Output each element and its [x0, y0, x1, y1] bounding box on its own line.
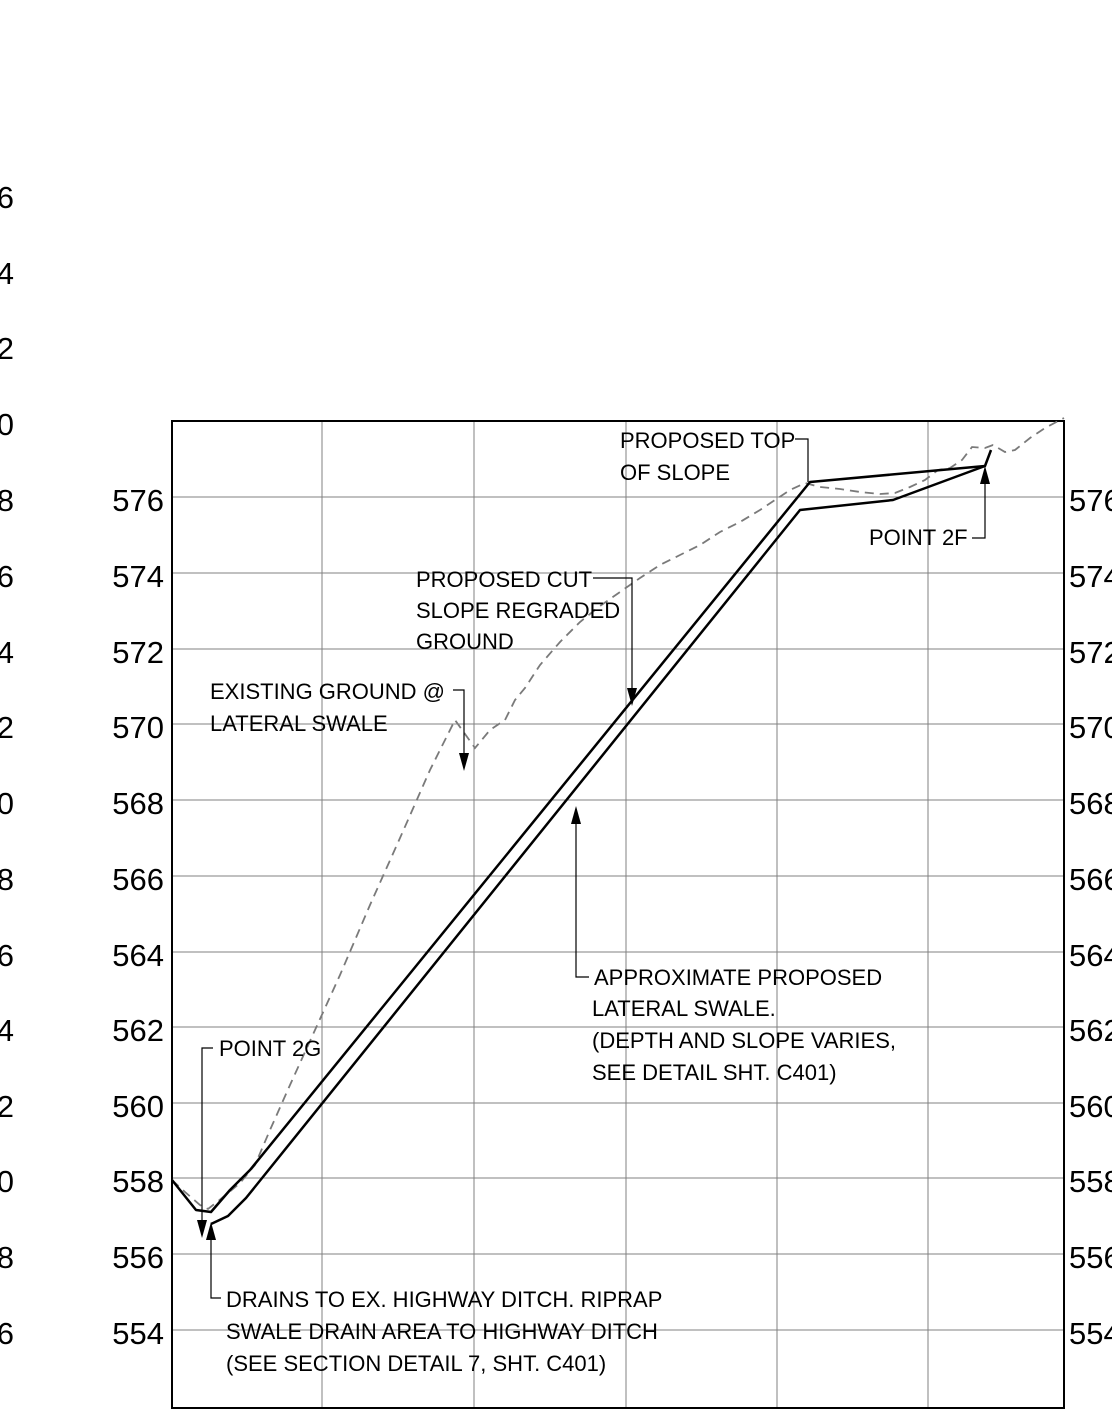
existing-ground-line: [171, 417, 1065, 1211]
edge-tick: 2: [0, 331, 14, 366]
proposed-swale-label-line2: LATERAL SWALE.: [592, 996, 776, 1021]
edge-tick: 8: [0, 483, 14, 518]
elevation-tick-left: 556: [112, 1240, 164, 1275]
elevation-tick-right: 556: [1069, 1240, 1112, 1275]
elevation-tick-left: 570: [112, 710, 164, 745]
elevation-tick-right: 566: [1069, 862, 1112, 897]
left-elevation-labels: 576 574 572 570 568 566 564 562 560 558 …: [112, 483, 164, 1351]
edge-tick: 0: [0, 1164, 14, 1199]
edge-tick: 4: [0, 1013, 14, 1048]
edge-tick: 6: [0, 180, 14, 215]
elevation-tick-right: 564: [1069, 938, 1112, 973]
drains-arrow: [206, 1222, 216, 1240]
point-2g-label: POINT 2G: [219, 1036, 321, 1061]
existing-ground-label-line2: LATERAL SWALE: [210, 711, 388, 736]
elevation-tick-left: 554: [112, 1316, 164, 1351]
edge-tick: 4: [0, 256, 14, 291]
elevation-tick-right: 560: [1069, 1089, 1112, 1124]
elevation-tick-right: 562: [1069, 1013, 1112, 1048]
edge-tick: 8: [0, 862, 14, 897]
elevation-tick-right: 554: [1069, 1316, 1112, 1351]
edge-tick: 6: [0, 559, 14, 594]
proposed-swale-arrow: [571, 806, 581, 824]
top-of-slope-label-line1: PROPOSED TOP: [620, 428, 795, 453]
top-of-slope-label-line2: OF SLOPE: [620, 460, 730, 485]
grid: [172, 421, 1064, 1408]
edge-tick: 0: [0, 786, 14, 821]
elevation-tick-left: 574: [112, 559, 164, 594]
proposed-swale-callout: APPROXIMATE PROPOSED LATERAL SWALE. (DEP…: [571, 806, 896, 1085]
edge-tick: 2: [0, 1089, 14, 1124]
elevation-tick-right: 568: [1069, 786, 1112, 821]
existing-ground-label-line1: EXISTING GROUND @: [210, 679, 445, 704]
proposed-swale-label-line1: APPROXIMATE PROPOSED: [594, 965, 882, 990]
proposed-swale-lower: [210, 464, 986, 1226]
cut-slope-arrow: [627, 688, 637, 706]
elevation-tick-right: 558: [1069, 1164, 1112, 1199]
elevation-tick-right: 572: [1069, 635, 1112, 670]
elevation-tick-right: 576: [1069, 483, 1112, 518]
existing-ground-callout: EXISTING GROUND @ LATERAL SWALE: [210, 679, 469, 771]
elevation-tick-left: 564: [112, 938, 164, 973]
profile-frame: [171, 420, 1065, 1409]
elevation-tick-left: 568: [112, 786, 164, 821]
elevation-tick-left: 562: [112, 1013, 164, 1048]
elevation-tick-left: 576: [112, 483, 164, 518]
drains-callout: DRAINS TO EX. HIGHWAY DITCH. RIPRAP SWAL…: [206, 1222, 662, 1376]
edge-elevation-labels: 6 4 2 0 8 6 4 2 0 8 6 4 2 0 8 6: [0, 180, 14, 1351]
drains-label-line2: SWALE DRAIN AREA TO HIGHWAY DITCH: [226, 1319, 658, 1344]
edge-tick: 2: [0, 710, 14, 745]
elevation-tick-left: 560: [112, 1089, 164, 1124]
point-2f-arrow: [980, 466, 990, 484]
cut-slope-label-line3: GROUND: [416, 629, 514, 654]
edge-tick: 6: [0, 1316, 14, 1351]
point-2f-callout: POINT 2F: [869, 466, 990, 550]
top-of-slope-callout: PROPOSED TOP OF SLOPE: [620, 428, 809, 485]
proposed-swale-upper: [171, 449, 993, 1214]
elevation-tick-right: 574: [1069, 559, 1112, 594]
cut-slope-label-line1: PROPOSED CUT: [416, 567, 592, 592]
drains-label-line1: DRAINS TO EX. HIGHWAY DITCH. RIPRAP: [226, 1287, 662, 1312]
point-2g-callout: POINT 2G: [197, 1036, 321, 1238]
right-elevation-labels: 576 574 572 570 568 566 564 562 560 558 …: [1069, 483, 1112, 1351]
elevation-tick-left: 558: [112, 1164, 164, 1199]
existing-ground-arrow: [459, 753, 469, 771]
point-2g-arrow: [197, 1220, 207, 1238]
elevation-tick-left: 566: [112, 862, 164, 897]
elevation-tick-right: 570: [1069, 710, 1112, 745]
edge-tick: 8: [0, 1240, 14, 1275]
drains-label-line3: (SEE SECTION DETAIL 7, SHT. C401): [226, 1351, 606, 1376]
cut-slope-callout: PROPOSED CUT SLOPE REGRADED GROUND: [416, 567, 637, 706]
proposed-swale-label-line3: (DEPTH AND SLOPE VARIES,: [592, 1028, 896, 1053]
edge-tick: 6: [0, 938, 14, 973]
proposed-swale-label-line4: SEE DETAIL SHT. C401): [592, 1060, 837, 1085]
elevation-tick-left: 572: [112, 635, 164, 670]
point-2f-label: POINT 2F: [869, 525, 968, 550]
edge-tick: 4: [0, 635, 14, 670]
edge-tick: 0: [0, 407, 14, 442]
cut-slope-label-line2: SLOPE REGRADED: [416, 598, 620, 623]
